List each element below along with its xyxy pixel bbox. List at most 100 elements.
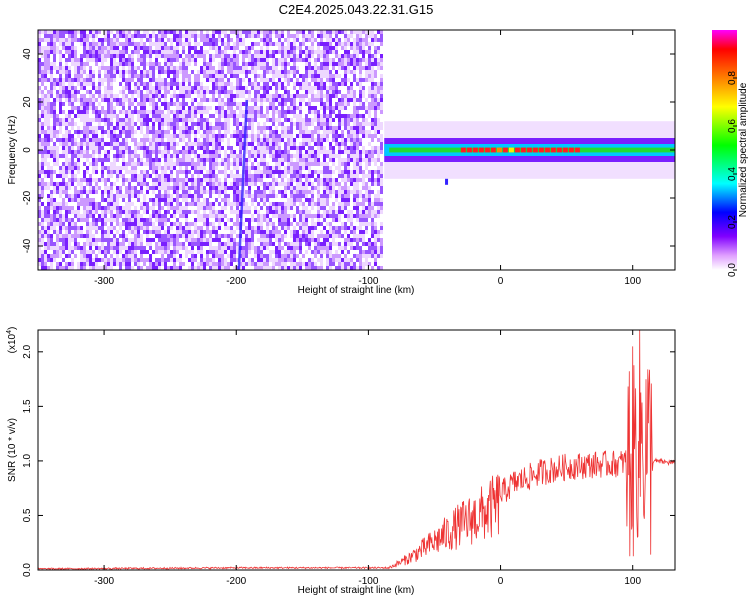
spectrogram-noise-cell xyxy=(293,66,296,70)
spectrogram-noise-cell xyxy=(314,78,317,82)
spectrogram-noise-cell xyxy=(134,206,137,210)
spectrogram-noise-cell xyxy=(281,94,284,98)
spectrogram-noise-cell xyxy=(146,202,149,206)
spectrogram-noise-cell xyxy=(347,38,350,42)
spectrogram-noise-cell xyxy=(62,266,65,270)
spectrogram-noise-cell xyxy=(62,154,65,158)
spectrogram-noise-cell xyxy=(77,194,80,198)
spectrogram-noise-cell xyxy=(212,250,215,254)
spectrogram-noise-cell xyxy=(323,238,326,242)
spectrogram-noise-cell xyxy=(113,194,116,198)
spectrogram-noise-cell xyxy=(143,202,146,206)
spectrogram-noise-cell xyxy=(86,170,89,174)
spectrogram-noise-cell xyxy=(308,214,311,218)
spectrogram-noise-cell xyxy=(143,94,146,98)
spectrogram-noise-cell xyxy=(287,50,290,54)
spectrogram-noise-cell xyxy=(98,50,101,54)
spectrogram-noise-cell xyxy=(296,118,299,122)
spectrogram-noise-cell xyxy=(41,154,44,158)
spectrogram-noise-cell xyxy=(122,234,125,238)
spectrogram-noise-cell xyxy=(80,98,83,102)
spectrogram-noise-cell xyxy=(131,38,134,42)
spectrogram-noise-cell xyxy=(50,114,53,118)
spectrogram-noise-cell xyxy=(218,178,221,182)
spectrogram-noise-cell xyxy=(317,170,320,174)
spectrogram-noise-cell xyxy=(80,62,83,66)
spectrogram-noise-cell xyxy=(266,234,269,238)
spectrogram-noise-cell xyxy=(113,46,116,50)
spectrogram-noise-cell xyxy=(206,178,209,182)
spectrogram-noise-cell xyxy=(281,178,284,182)
spectrogram-noise-cell xyxy=(83,122,86,126)
spectrogram-noise-cell xyxy=(113,258,116,262)
spectrogram-noise-cell xyxy=(83,258,86,262)
spectrogram-noise-cell xyxy=(284,110,287,114)
spectrogram-noise-cell xyxy=(287,198,290,202)
spectrogram-noise-cell xyxy=(332,30,335,34)
spectrogram-noise-cell xyxy=(179,86,182,90)
spectrogram-noise-cell xyxy=(146,98,149,102)
spectrogram-noise-cell xyxy=(188,142,191,146)
spectrogram-noise-cell xyxy=(329,122,332,126)
spectrogram-noise-cell xyxy=(344,162,347,166)
spectrogram-noise-cell xyxy=(152,118,155,122)
spectrogram-noise-cell xyxy=(104,54,107,58)
spectrogram-noise-cell xyxy=(131,202,134,206)
spectrogram-noise-cell xyxy=(203,190,206,194)
spectrogram-noise-cell xyxy=(221,42,224,46)
spectrogram-noise-cell xyxy=(227,78,230,82)
spectrogram-noise-cell xyxy=(278,62,281,66)
spectrogram-noise-cell xyxy=(143,122,146,126)
spectrogram-noise-cell xyxy=(212,30,215,34)
spectrogram-noise-cell xyxy=(332,162,335,166)
spectrogram-noise-cell xyxy=(293,122,296,126)
spectrogram-noise-cell xyxy=(329,142,332,146)
spectrogram-noise-cell xyxy=(92,234,95,238)
spectrogram-noise-cell xyxy=(38,214,41,218)
spectrogram-noise-cell xyxy=(182,190,185,194)
spectrogram-noise-cell xyxy=(272,222,275,226)
spectrogram-noise-cell xyxy=(149,158,152,162)
spectrogram-noise-cell xyxy=(227,202,230,206)
spectrogram-noise-cell xyxy=(149,150,152,154)
spectrogram-noise-cell xyxy=(338,186,341,190)
spectrogram-noise-cell xyxy=(155,90,158,94)
spectrogram-noise-cell xyxy=(287,186,290,190)
spectrogram-noise-cell xyxy=(278,78,281,82)
spectrogram-noise-cell xyxy=(137,118,140,122)
spectrogram-noise-cell xyxy=(38,186,41,190)
spectrogram-noise-cell xyxy=(275,150,278,154)
spectrogram-noise-cell xyxy=(341,102,344,106)
spectrogram-noise-cell xyxy=(194,238,197,242)
spectrogram-noise-cell xyxy=(83,126,86,130)
spectrogram-noise-cell xyxy=(281,138,284,142)
spectrogram-noise-cell xyxy=(284,78,287,82)
spectrogram-noise-cell xyxy=(155,138,158,142)
spectrogram-noise-cell xyxy=(80,114,83,118)
spectrogram-noise-cell xyxy=(131,126,134,130)
spectrogram-noise-cell xyxy=(353,122,356,126)
spectrogram-noise-cell xyxy=(257,210,260,214)
spectrogram-noise-cell xyxy=(176,54,179,58)
spectrogram-noise-cell xyxy=(230,54,233,58)
spectrogram-noise-cell xyxy=(284,170,287,174)
spectrogram-noise-cell xyxy=(62,202,65,206)
spectrogram-noise-cell xyxy=(242,62,245,66)
spectrogram-noise-cell xyxy=(41,222,44,226)
spectrogram-noise-cell xyxy=(62,218,65,222)
spectrogram-noise-cell xyxy=(140,222,143,226)
spectrogram-noise-cell xyxy=(263,262,266,266)
spectrogram-noise-cell xyxy=(41,190,44,194)
spectrogram-noise-cell xyxy=(185,230,188,234)
spectrogram-noise-cell xyxy=(122,206,125,210)
spectrogram-noise-cell xyxy=(251,66,254,70)
spectrogram-noise-cell xyxy=(323,94,326,98)
spectrogram-noise-cell xyxy=(203,54,206,58)
spectrogram-noise-cell xyxy=(248,234,251,238)
spectrogram-noise-cell xyxy=(281,202,284,206)
spectrogram-noise-cell xyxy=(320,98,323,102)
spectrogram-noise-cell xyxy=(347,134,350,138)
spectrogram-noise-cell xyxy=(194,134,197,138)
spectrogram-noise-cell xyxy=(50,154,53,158)
spectrogram-noise-cell xyxy=(254,146,257,150)
